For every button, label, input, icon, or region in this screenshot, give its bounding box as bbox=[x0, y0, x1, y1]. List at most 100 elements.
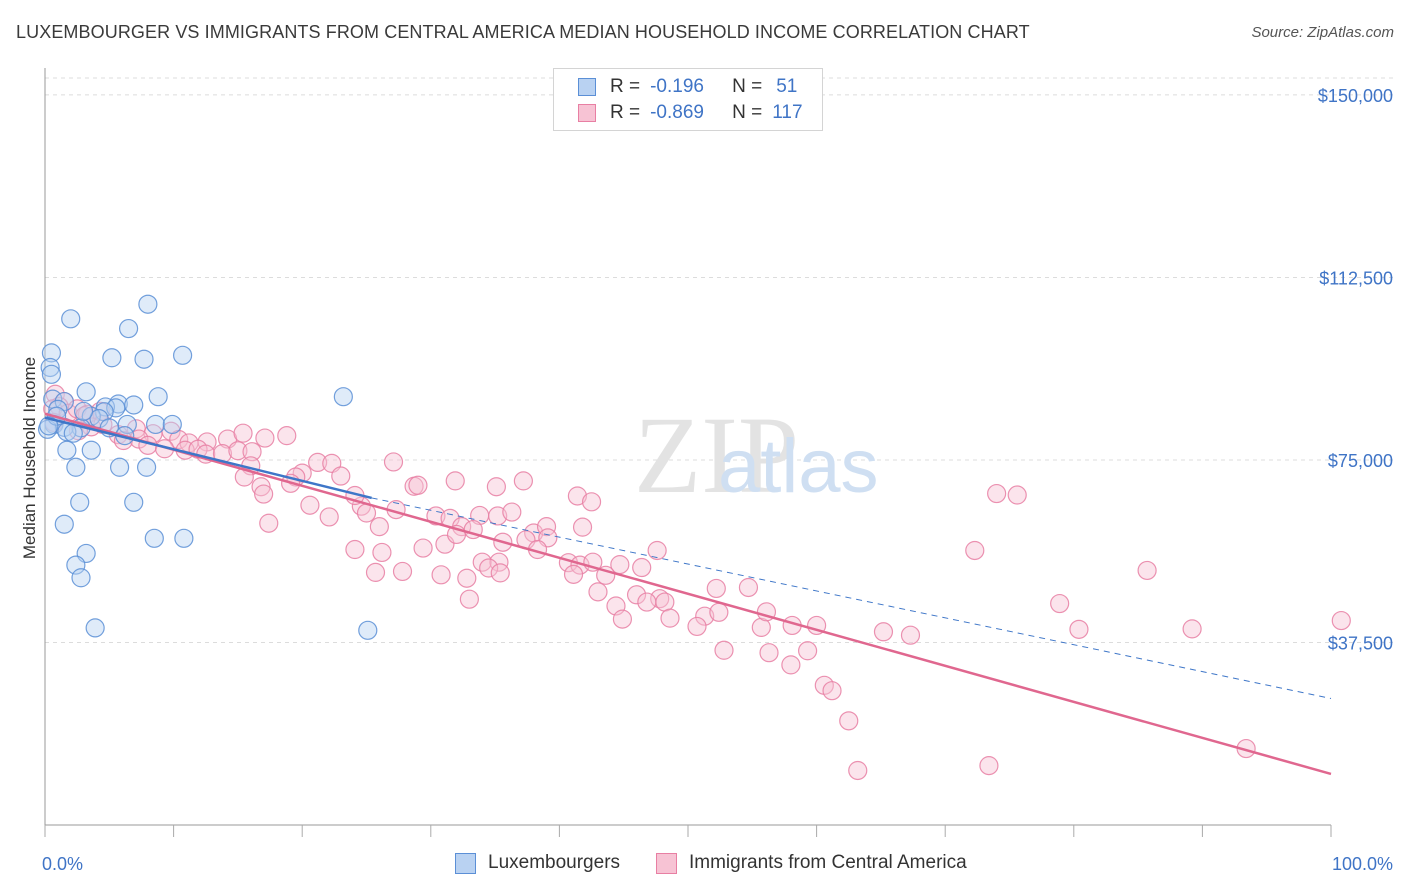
gridlines bbox=[45, 77, 1395, 643]
legend-swatch-pink bbox=[578, 104, 596, 122]
point-luxembourgers bbox=[174, 528, 194, 548]
point-immigrants bbox=[1182, 619, 1202, 639]
y-tick-label: $37,500 bbox=[1328, 633, 1393, 653]
point-luxembourgers bbox=[66, 555, 86, 575]
x-tick-label: 100.0% bbox=[1332, 854, 1393, 874]
point-immigrants bbox=[738, 577, 759, 598]
point-luxembourgers bbox=[144, 528, 164, 548]
point-immigrants bbox=[900, 625, 921, 645]
point-immigrants bbox=[331, 466, 351, 486]
point-immigrants bbox=[486, 477, 506, 497]
point-luxembourgers bbox=[106, 398, 126, 418]
legend-n-value: 51 bbox=[776, 76, 798, 97]
legend-item-immigrants: Immigrants from Central America bbox=[656, 852, 967, 874]
point-immigrants bbox=[637, 592, 657, 612]
point-immigrants bbox=[308, 452, 328, 473]
point-luxembourgers bbox=[61, 309, 81, 329]
point-immigrants bbox=[612, 609, 633, 629]
point-immigrants bbox=[839, 711, 859, 731]
point-immigrants bbox=[251, 477, 271, 497]
point-luxembourgers bbox=[145, 414, 166, 435]
legend-r-value: -0.869 bbox=[650, 102, 704, 123]
point-immigrants bbox=[781, 655, 801, 675]
point-immigrants bbox=[300, 495, 320, 515]
point-luxembourgers bbox=[117, 414, 137, 435]
point-immigrants bbox=[588, 582, 608, 602]
legend-swatch-pink bbox=[656, 852, 677, 874]
point-immigrants bbox=[567, 486, 588, 506]
point-immigrants bbox=[626, 585, 647, 605]
point-luxembourgers bbox=[54, 514, 74, 534]
point-luxembourgers bbox=[66, 457, 86, 477]
point-luxembourgers bbox=[162, 414, 182, 435]
point-immigrants bbox=[408, 475, 428, 495]
point-immigrants bbox=[1137, 560, 1157, 581]
point-luxembourgers bbox=[136, 457, 157, 477]
point-immigrants bbox=[822, 681, 842, 701]
legend-label: Immigrants from Central America bbox=[689, 852, 967, 873]
correlation-legend: R = -0.196 N = 51 R = -0.869 N = 117 bbox=[553, 68, 823, 131]
point-luxembourgers bbox=[102, 348, 122, 368]
series-luxembourgers-points bbox=[37, 294, 378, 640]
legend-n-label: N = bbox=[732, 76, 763, 97]
point-luxembourgers bbox=[71, 568, 91, 588]
point-immigrants bbox=[392, 561, 413, 582]
chart-title: LUXEMBOURGER VS IMMIGRANTS FROM CENTRAL … bbox=[16, 22, 1030, 42]
point-luxembourgers bbox=[124, 492, 144, 512]
x-tick-label: 0.0% bbox=[42, 854, 83, 874]
point-luxembourgers bbox=[173, 345, 193, 365]
point-immigrants bbox=[1050, 593, 1070, 614]
point-immigrants bbox=[488, 506, 508, 526]
point-immigrants bbox=[431, 565, 451, 585]
point-luxembourgers bbox=[70, 492, 90, 512]
point-immigrants bbox=[457, 568, 477, 588]
point-immigrants bbox=[413, 538, 433, 558]
point-immigrants bbox=[242, 442, 262, 462]
legend-r-label: R = bbox=[610, 76, 641, 97]
point-luxembourgers bbox=[41, 343, 62, 363]
point-immigrants bbox=[632, 557, 652, 578]
point-immigrants bbox=[647, 540, 667, 561]
watermark-atlas: atlas bbox=[718, 424, 879, 509]
point-immigrants bbox=[563, 564, 584, 584]
trend-line-luxembourgers-extension bbox=[371, 497, 1332, 699]
point-immigrants bbox=[319, 507, 339, 527]
point-immigrants bbox=[709, 602, 729, 622]
point-immigrants bbox=[228, 441, 248, 461]
point-immigrants bbox=[459, 589, 479, 609]
point-immigrants bbox=[1069, 619, 1089, 639]
point-immigrants bbox=[426, 506, 446, 526]
y-tick-label: $150,000 bbox=[1318, 86, 1393, 106]
point-luxembourgers bbox=[85, 618, 105, 638]
y-tick-label: $112,500 bbox=[1319, 268, 1393, 288]
legend-n-label: N = bbox=[732, 102, 763, 123]
axes bbox=[44, 68, 1332, 837]
watermark-zip: ZIP bbox=[634, 394, 799, 516]
point-luxembourgers bbox=[134, 349, 154, 369]
point-immigrants bbox=[479, 558, 499, 578]
legend-r-value: -0.196 bbox=[650, 76, 704, 97]
point-immigrants bbox=[383, 452, 404, 472]
trend-lines bbox=[44, 412, 1332, 776]
y-tick-label: $75,000 bbox=[1328, 451, 1393, 471]
point-immigrants bbox=[987, 483, 1007, 504]
point-luxembourgers bbox=[124, 395, 144, 415]
trend-line-immigrants bbox=[44, 412, 1332, 776]
legend-r-label: R = bbox=[610, 102, 641, 123]
legend-row-immigrants: R = -0.869 N = 117 bbox=[578, 101, 803, 125]
source-label: Source: ZipAtlas.com bbox=[1251, 24, 1394, 41]
point-immigrants bbox=[369, 517, 389, 537]
point-immigrants bbox=[1007, 485, 1027, 505]
point-immigrants bbox=[513, 471, 533, 491]
point-immigrants bbox=[345, 539, 365, 560]
point-immigrants bbox=[277, 426, 297, 446]
point-immigrants bbox=[365, 562, 386, 582]
point-immigrants bbox=[254, 484, 274, 504]
point-immigrants bbox=[714, 640, 734, 660]
point-immigrants bbox=[234, 467, 254, 487]
point-immigrants bbox=[445, 471, 465, 491]
point-immigrants bbox=[233, 423, 253, 443]
point-luxembourgers bbox=[148, 387, 168, 407]
point-immigrants bbox=[751, 617, 771, 637]
